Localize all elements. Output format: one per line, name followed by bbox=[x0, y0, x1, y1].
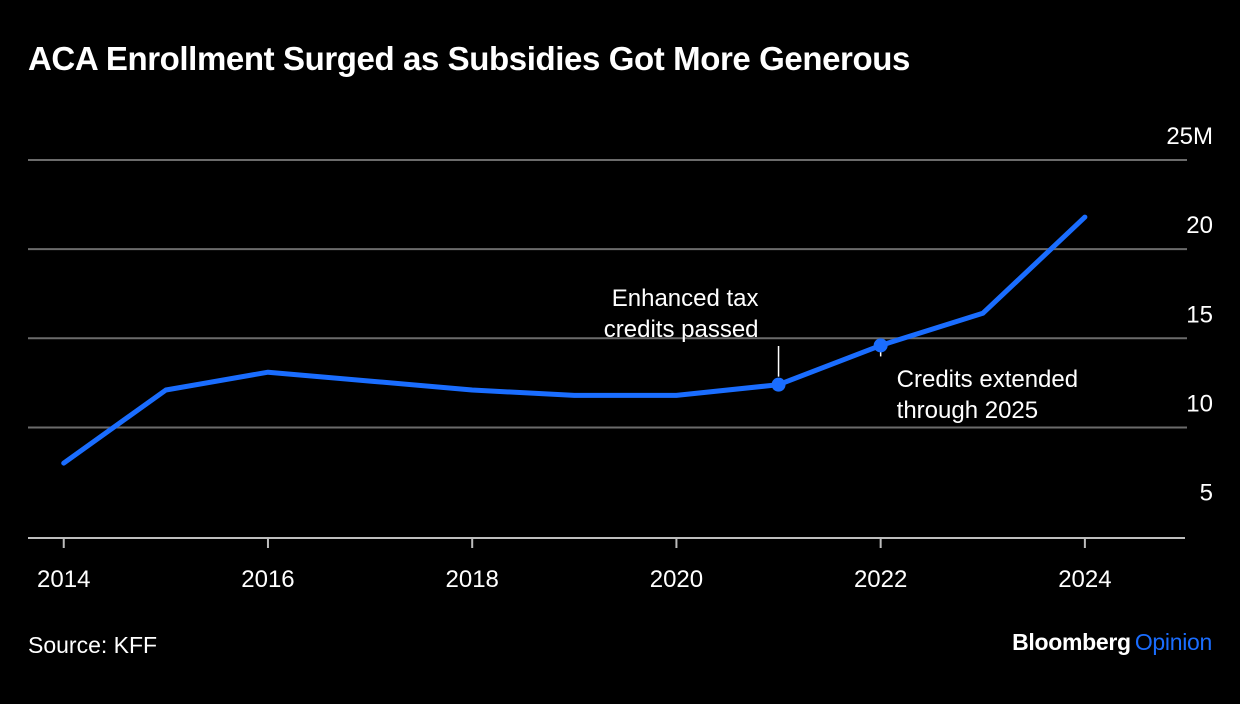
y-tick-label: 20 bbox=[1186, 212, 1213, 239]
annotation: Credits extended through 2025 bbox=[873, 338, 1078, 424]
annotation-label: credits passed bbox=[604, 316, 759, 343]
annotation-label: Credits extended bbox=[897, 366, 1078, 393]
x-tick-label: 2020 bbox=[650, 566, 703, 593]
series-line bbox=[61, 214, 1088, 466]
y-tick-label: 5 bbox=[1200, 480, 1213, 507]
annotation-label: through 2025 bbox=[897, 397, 1038, 424]
annotation: Enhanced tax credits passed bbox=[604, 285, 786, 392]
annotation-marker bbox=[873, 338, 888, 353]
x-tick-label: 2024 bbox=[1058, 566, 1111, 593]
chart-title: ACA Enrollment Surged as Subsidies Got M… bbox=[28, 40, 910, 77]
x-tick-label: 2014 bbox=[37, 566, 90, 593]
x-tick-label: 2016 bbox=[241, 566, 294, 593]
y-tick-label: 25M bbox=[1166, 123, 1213, 150]
brand-name: Bloomberg bbox=[1012, 629, 1131, 655]
y-tick-label: 10 bbox=[1186, 390, 1213, 417]
brand-logo: Bloomberg Opinion bbox=[1012, 629, 1212, 656]
annotation-label: Enhanced tax bbox=[612, 285, 759, 312]
x-tick-label: 2018 bbox=[446, 566, 499, 593]
y-tick-label: 15 bbox=[1186, 301, 1213, 328]
annotation-marker bbox=[771, 377, 786, 392]
brand-section: Opinion bbox=[1134, 629, 1212, 655]
source-note: Source: KFF bbox=[28, 632, 158, 658]
x-tick-label: 2022 bbox=[854, 566, 907, 593]
